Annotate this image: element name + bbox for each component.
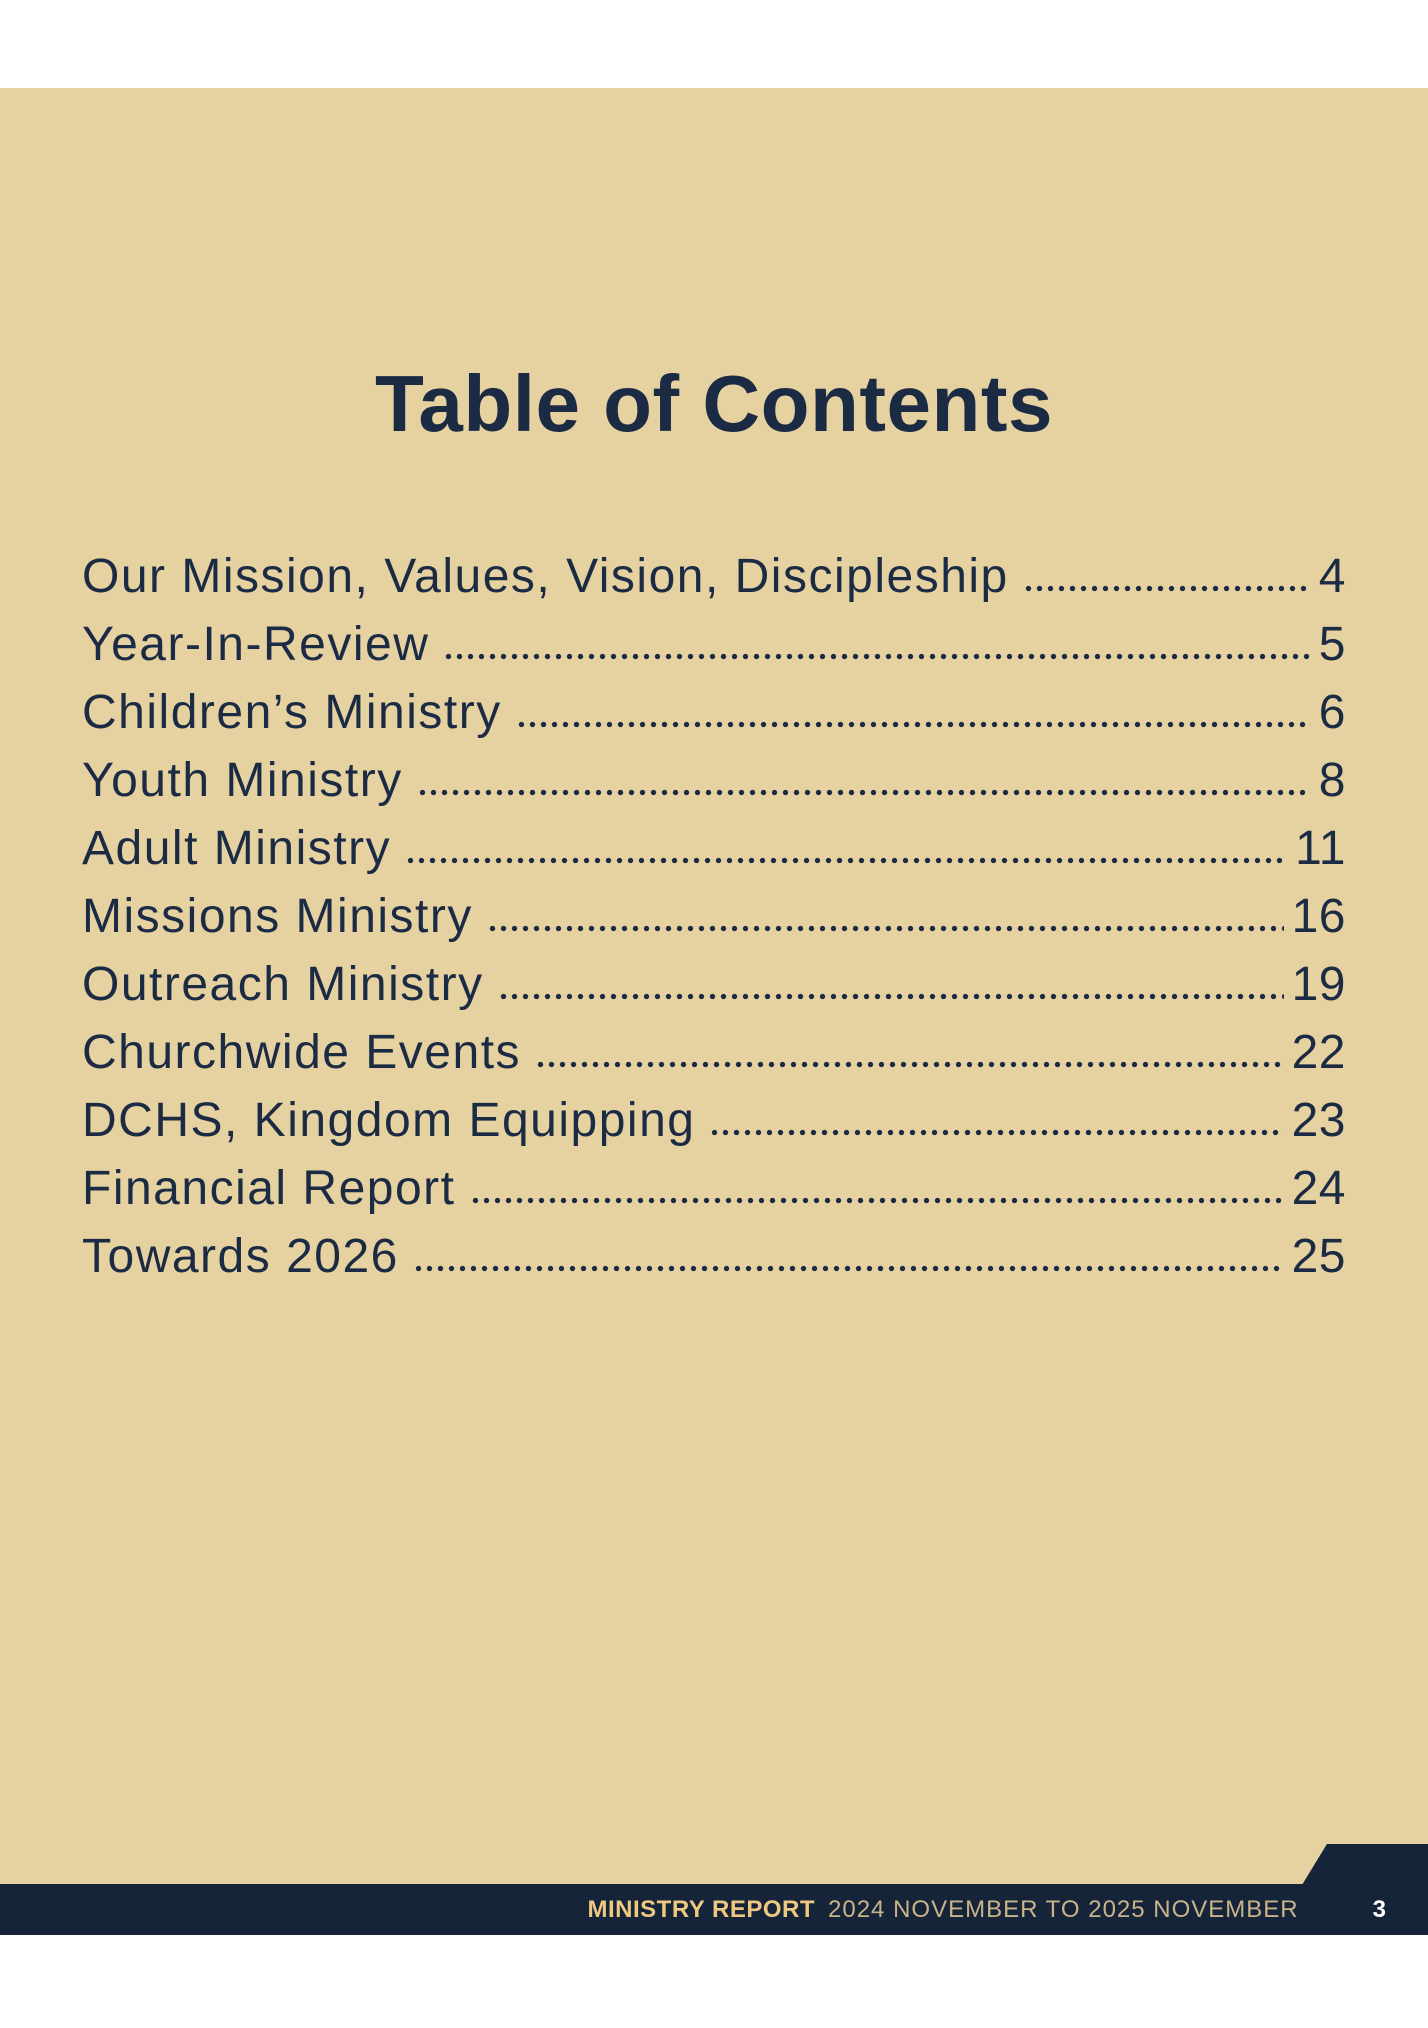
toc-dot-leader	[515, 721, 1311, 728]
toc-entry-label: Our Mission, Values, Vision, Discipleshi…	[82, 550, 1009, 603]
toc-entry-page: 25	[1291, 1230, 1346, 1283]
toc-entry: Missions Ministry 16	[82, 883, 1346, 951]
toc-entry: Outreach Ministry 19	[82, 951, 1346, 1019]
toc-dot-leader	[1022, 585, 1311, 592]
toc-entry-label: Towards 2026	[82, 1230, 399, 1283]
toc-entry-page: 11	[1295, 822, 1346, 875]
footer-report-period: 2024 NOVEMBER TO 2025 NOVEMBER	[828, 1895, 1299, 1923]
toc-dot-leader	[497, 993, 1284, 1000]
toc-entry-label: DCHS, Kingdom Equipping	[82, 1094, 696, 1147]
toc-entry-label: Financial Report	[82, 1162, 456, 1215]
toc-entry-page: 5	[1318, 618, 1346, 671]
footer-page-number: 3	[1372, 1895, 1386, 1923]
toc-entry: DCHS, Kingdom Equipping 23	[82, 1087, 1346, 1155]
toc-entry: Year-In-Review 5	[82, 611, 1346, 679]
toc-entry-label: Children’s Ministry	[82, 686, 502, 739]
toc-entry: Our Mission, Values, Vision, Discipleshi…	[82, 543, 1346, 611]
toc-entry-page: 4	[1318, 550, 1346, 603]
toc-dot-leader	[416, 789, 1311, 796]
toc-entry: Children’s Ministry 6	[82, 679, 1346, 747]
toc-entry: Financial Report 24	[82, 1155, 1346, 1223]
toc-entry-page: 16	[1291, 890, 1346, 943]
toc-dot-leader	[709, 1129, 1284, 1136]
toc-dot-leader	[405, 857, 1288, 864]
toc-list: Our Mission, Values, Vision, Discipleshi…	[82, 543, 1346, 1291]
toc-entry: Churchwide Events 22	[82, 1019, 1346, 1087]
toc-dot-leader	[486, 925, 1284, 932]
toc-dot-leader	[469, 1197, 1284, 1204]
toc-dot-leader	[412, 1265, 1284, 1272]
toc-entry-page: 23	[1291, 1094, 1346, 1147]
page-title: Table of Contents	[374, 359, 1054, 448]
toc-entry-label: Missions Ministry	[82, 890, 473, 943]
toc-entry-label: Youth Ministry	[82, 754, 403, 807]
toc-dot-leader	[443, 653, 1311, 660]
page-background	[0, 88, 1428, 1884]
toc-entry-page: 24	[1291, 1162, 1346, 1215]
toc-entry-label: Outreach Ministry	[82, 958, 484, 1011]
footer-report-label: MINISTRY REPORT	[587, 1895, 816, 1923]
toc-entry-page: 22	[1291, 1026, 1346, 1079]
toc-dot-leader	[535, 1061, 1284, 1068]
toc-entry: Towards 2026 25	[82, 1223, 1346, 1291]
footer-corner-tab	[1302, 1844, 1428, 1885]
toc-entry-page: 6	[1318, 686, 1346, 739]
toc-entry-label: Year-In-Review	[82, 618, 430, 671]
toc-entry-page: 8	[1318, 754, 1346, 807]
toc-entry: Youth Ministry 8	[82, 747, 1346, 815]
toc-entry-label: Churchwide Events	[82, 1026, 522, 1079]
toc-entry-label: Adult Ministry	[82, 822, 392, 875]
toc-entry-page: 19	[1291, 958, 1346, 1011]
toc-entry: Adult Ministry 11	[82, 815, 1346, 883]
footer-bar: MINISTRY REPORT 2024 NOVEMBER TO 2025 NO…	[0, 1884, 1428, 1935]
